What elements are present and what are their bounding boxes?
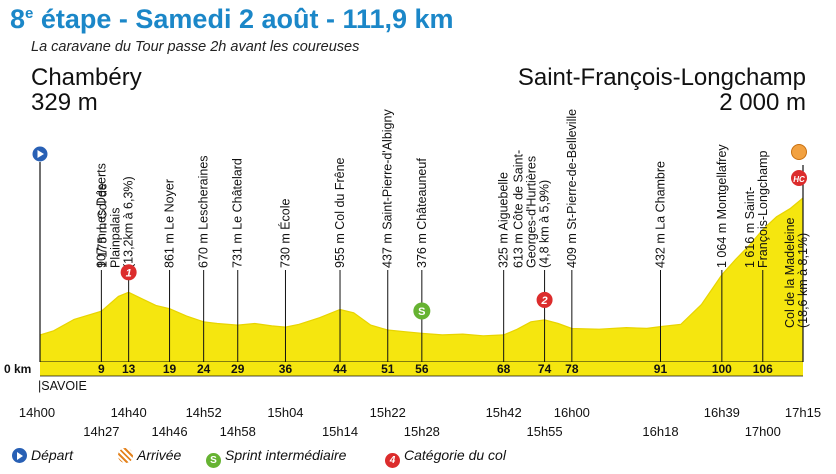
time-label: 15h28 — [403, 424, 440, 439]
km-strip — [40, 362, 803, 376]
place-label: 731 m Le Châtelard — [231, 158, 245, 268]
place-label: 409 m St-Pierre-de-Belleville — [565, 109, 579, 268]
start-icon — [12, 448, 27, 463]
time-label: 14h40 — [110, 405, 147, 420]
zero-km-label: 0 km — [4, 362, 31, 376]
finish-flag-icon — [118, 448, 133, 463]
place-label: (4,8 km à 5,9%) — [538, 180, 552, 268]
km-label: 56 — [415, 362, 429, 376]
time-label: 17h00 — [744, 424, 781, 439]
place-label: 437 m Saint-Pierre-d'Albigny — [381, 109, 395, 268]
place-label: 861 m Le Noyer — [163, 179, 177, 268]
time-label: 14h27 — [83, 424, 120, 439]
place-label: 955 m Col du Frêne — [333, 157, 347, 268]
legend-col: 4 Catégorie du col — [385, 447, 506, 468]
time-label: 14h52 — [185, 405, 222, 420]
time-label: 16h00 — [553, 405, 590, 420]
time-label: 14h46 — [151, 424, 188, 439]
stage-title: 8e étape - Samedi 2 août - 111,9 km — [10, 4, 454, 34]
km-label: 24 — [197, 362, 211, 376]
start-arrow-icon — [37, 150, 44, 158]
time-label: 15h42 — [485, 405, 522, 420]
time-label: 15h22 — [369, 405, 406, 420]
place-label: (18,6 km à 8,1%) — [796, 233, 810, 328]
profile-outline — [39, 197, 804, 337]
place-label: 1 175 m Col de — [96, 183, 110, 268]
time-label: 16h39 — [703, 405, 740, 420]
climb-category-icon — [536, 291, 553, 308]
sprint-icon: S — [206, 453, 221, 468]
km-label: 9 — [98, 362, 105, 376]
climb-category-label: HC — [793, 175, 805, 184]
climb-category-label: 2 — [541, 295, 548, 307]
time-label: 14h00 — [18, 405, 56, 420]
finish-flag-icon — [791, 144, 807, 160]
km-label: 44 — [333, 362, 347, 376]
place-label: Col de la Madeleine — [783, 217, 797, 328]
km-label: 36 — [279, 362, 293, 376]
finish-altitude: 2 000 m — [719, 89, 806, 116]
place-label: 907 m Les Déserts — [94, 163, 108, 268]
climb-category-icon: 4 — [385, 453, 400, 468]
place-label: François-Longchamp — [756, 151, 770, 268]
legend-sprint: S Sprint intermédiaire — [206, 447, 346, 468]
km-label: 68 — [497, 362, 511, 376]
place-label: 613 m Côte de Saint- — [512, 150, 526, 268]
sprint-label: S — [418, 306, 425, 318]
climb-category-label: 1 — [126, 267, 132, 279]
finish-city: Saint-François-Longchamp — [517, 64, 806, 91]
start-altitude: 329 m — [31, 89, 98, 116]
place-label: 376 m Châteauneuf — [415, 158, 429, 268]
km-label: 78 — [565, 362, 579, 376]
place-label: Georges-d'Hurtières — [525, 156, 539, 268]
place-label: 1 064 m Montgellafrey — [715, 144, 729, 268]
time-label: 17h15 — [784, 405, 822, 420]
time-label: 15h55 — [526, 424, 563, 439]
place-label: 432 m La Chambre — [653, 161, 667, 268]
stage-subtitle: La caravane du Tour passe 2h avant les c… — [31, 39, 360, 55]
profile-area — [40, 198, 803, 362]
department-label: |SAVOIE — [38, 379, 87, 393]
km-label: 74 — [538, 362, 552, 376]
km-label: 106 — [753, 362, 773, 376]
km-label: 29 — [231, 362, 245, 376]
place-label: 325 m Aiguebelle — [497, 172, 511, 268]
km-label: 100 — [712, 362, 732, 376]
place-label: 730 m École — [277, 198, 292, 268]
sprint-icon — [413, 302, 431, 320]
place-label: Plainpalais — [109, 208, 123, 268]
climb-category-icon — [791, 170, 807, 186]
time-label: 15h14 — [321, 424, 359, 439]
time-label: 16h18 — [642, 424, 679, 439]
time-label: 15h04 — [267, 405, 304, 420]
km-label: 91 — [654, 362, 668, 376]
place-label: 1 616 m Saint- — [743, 187, 757, 268]
legend-arrivee: Arrivée — [118, 447, 181, 463]
km-label: 13 — [122, 362, 136, 376]
start-city: Chambéry — [31, 64, 142, 91]
place-label: 670 m Lescheraines — [197, 155, 211, 268]
km-label: 51 — [381, 362, 395, 376]
km-label: 19 — [163, 362, 177, 376]
climb-category-icon — [120, 264, 137, 281]
time-label: 14h58 — [219, 424, 256, 439]
place-label: (13,2km à 6,3%) — [122, 176, 136, 268]
legend-depart: Départ — [12, 447, 73, 463]
